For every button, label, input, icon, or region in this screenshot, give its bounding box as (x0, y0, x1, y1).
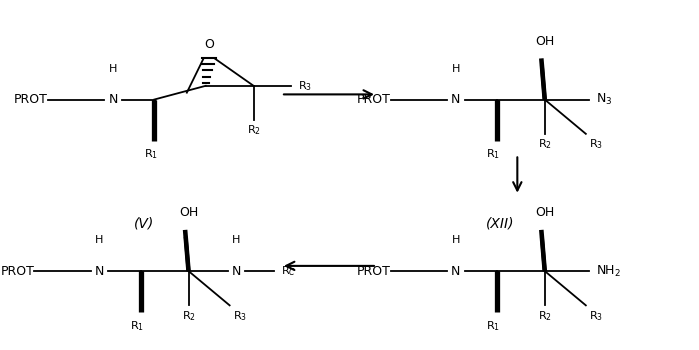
Text: R$_2$: R$_2$ (538, 309, 552, 323)
Text: PROT: PROT (356, 265, 391, 278)
Text: PROT: PROT (356, 93, 391, 106)
Text: N: N (232, 265, 241, 278)
Text: R$_3$: R$_3$ (589, 309, 603, 323)
Text: R$_C$: R$_C$ (281, 264, 296, 278)
Text: R$_2$: R$_2$ (247, 124, 261, 137)
Text: N: N (95, 265, 104, 278)
Text: R$_2$: R$_2$ (182, 309, 196, 323)
Text: O: O (204, 38, 214, 51)
Text: N: N (451, 93, 461, 106)
Text: H: H (95, 235, 103, 245)
Text: PROT: PROT (14, 93, 48, 106)
Text: R$_1$: R$_1$ (130, 319, 144, 333)
Text: R$_2$: R$_2$ (538, 137, 552, 151)
Text: (XII): (XII) (486, 216, 514, 230)
Text: H: H (232, 235, 240, 245)
Text: R$_3$: R$_3$ (298, 79, 312, 93)
Text: N: N (451, 265, 461, 278)
Text: OH: OH (179, 206, 198, 219)
Text: R$_1$: R$_1$ (487, 147, 500, 161)
Text: OH: OH (535, 35, 554, 48)
Text: PROT: PROT (1, 265, 34, 278)
Text: R$_3$: R$_3$ (589, 137, 603, 151)
Text: N$_3$: N$_3$ (596, 92, 612, 107)
Text: N: N (108, 93, 118, 106)
Text: H: H (452, 235, 460, 245)
Text: H: H (452, 64, 460, 74)
Text: (V): (V) (134, 216, 154, 230)
Text: H: H (109, 64, 117, 74)
Text: NH$_2$: NH$_2$ (596, 264, 621, 279)
Text: OH: OH (535, 206, 554, 219)
Text: R$_1$: R$_1$ (144, 147, 158, 161)
Text: R$_1$: R$_1$ (487, 319, 500, 333)
Text: R$_3$: R$_3$ (233, 309, 247, 323)
